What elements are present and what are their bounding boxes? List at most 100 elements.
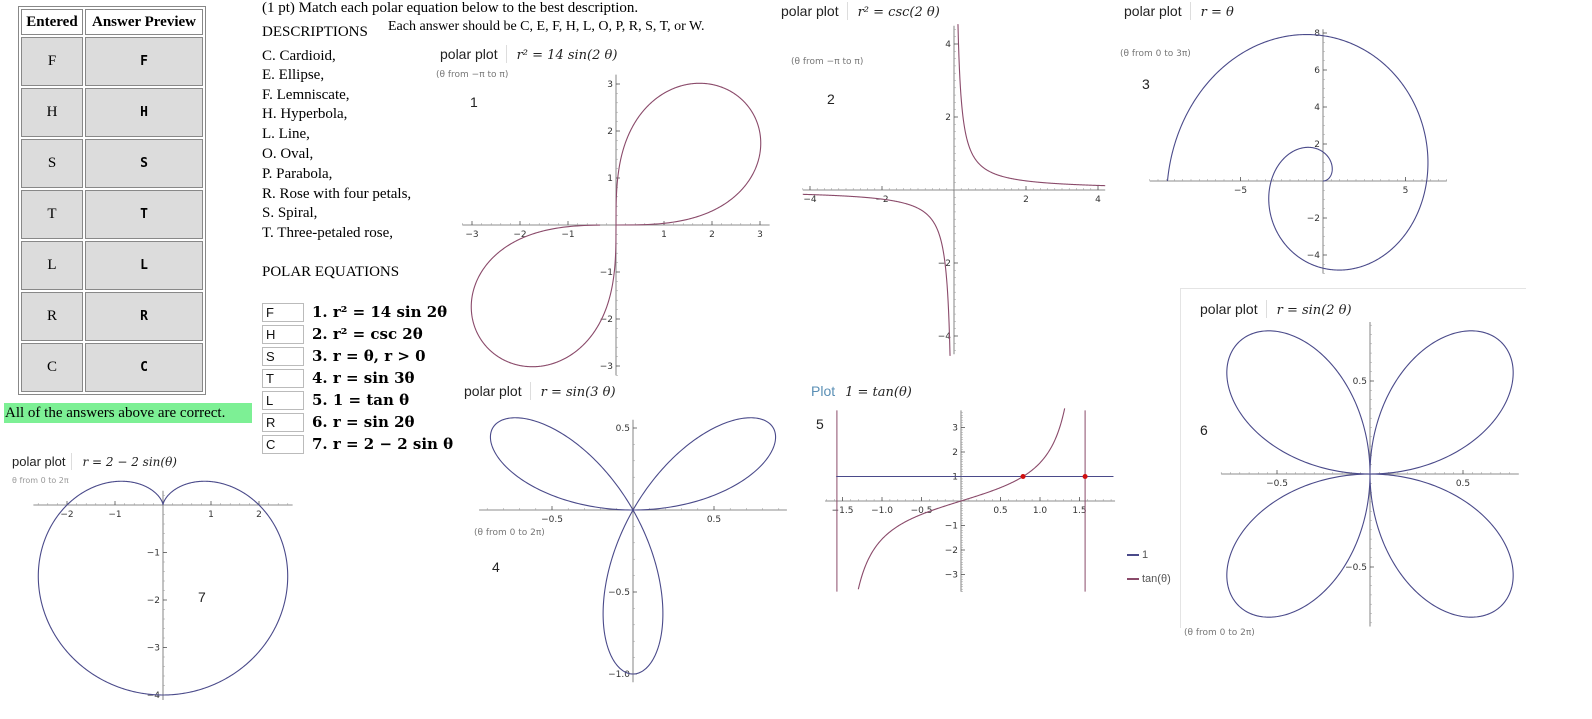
y-tick-label: −2 <box>147 596 160 606</box>
plot-tab[interactable]: polar plot <box>456 382 531 400</box>
description-item: H. Hyperbola, <box>262 106 348 122</box>
plot-tab[interactable]: polar plot <box>1116 2 1191 20</box>
x-tick-label: −1 <box>561 230 574 240</box>
x-tick-label: −2 <box>875 195 888 205</box>
correct-status-banner: All of the answers above are correct. <box>4 403 252 423</box>
plot-2-canvas: −4 −2 2 4 4 2 −2 −4 <box>802 24 1106 356</box>
x-tick-label: 0.5 <box>707 515 721 525</box>
plot-4-canvas: −0.5 0.5 0.5 −0.5 −1.0 <box>479 417 787 683</box>
x-tick-label: −3 <box>465 230 478 240</box>
answer-input-3[interactable] <box>262 347 304 366</box>
plot-formula: r = sin(2 θ) <box>1276 303 1352 318</box>
y-tick-label: 4 <box>945 40 951 50</box>
answer-input-7[interactable] <box>262 435 304 454</box>
three-petal-rose-curve <box>489 417 777 675</box>
plot-tab[interactable]: polar plot <box>6 453 73 470</box>
entered-cell: S <box>21 139 83 188</box>
answer-input-1[interactable] <box>262 303 304 322</box>
preview-cell: F <box>85 37 203 86</box>
y-tick-label: 3 <box>607 80 613 90</box>
plot-3-header: polar plot r = θ <box>1116 2 1244 24</box>
plot-number: 4 <box>492 559 500 575</box>
plot-range: (θ from 0 to 2π) <box>1184 628 1255 638</box>
tan-curve <box>857 408 1066 590</box>
plot-formula: r² = 14 sin(2 θ) <box>516 48 618 63</box>
y-tick-label: −1.0 <box>608 670 630 680</box>
legend-swatch <box>1127 578 1139 581</box>
answer-input-2[interactable] <box>262 325 304 344</box>
legend-swatch <box>1127 554 1139 557</box>
plot-1-canvas: −3 −2 −1 1 2 3 3 2 1 −1 −2 −3 <box>462 74 770 376</box>
y-tick-label: 6 <box>1314 66 1320 76</box>
legend-label: 1 <box>1142 549 1149 561</box>
y-tick-label: 2 <box>952 448 958 458</box>
y-tick-label: −1 <box>147 549 160 559</box>
y-tick-label: −2 <box>600 315 613 325</box>
y-tick-label: 3 <box>952 424 958 434</box>
plot-7-header: polar plot r = 2 − 2 sin(θ) <box>6 453 187 475</box>
x-tick-label: −1 <box>108 510 121 520</box>
description-item: C. Cardioid, <box>262 48 336 64</box>
entered-cell: T <box>21 190 83 239</box>
y-tick-label: −0.5 <box>1345 563 1367 573</box>
preview-cell: R <box>85 292 203 341</box>
equation-label: 5. 1 = tan θ <box>312 391 410 409</box>
plot-number: 7 <box>198 589 206 605</box>
x-tick-label: 1.5 <box>1072 506 1086 516</box>
y-tick-label: 1 <box>952 473 958 483</box>
plot-2-header: polar plot r² = csc(2 θ) <box>773 2 950 24</box>
plot-tab[interactable]: polar plot <box>432 45 507 63</box>
y-tick-label: −4 <box>1307 251 1321 261</box>
x-tick-label: 1.0 <box>1033 506 1048 516</box>
x-tick-label: 1 <box>661 230 667 240</box>
plot-tab[interactable]: polar plot <box>1192 300 1267 318</box>
hyperbola-branch-lower <box>802 193 951 356</box>
plot-4-header: polar plot r = sin(3 θ) <box>456 382 626 404</box>
description-item: R. Rose with four petals, <box>262 186 412 202</box>
x-tick-label: −5 <box>1234 186 1247 196</box>
header-answer-preview: Answer Preview <box>85 9 203 35</box>
plot-number: 5 <box>816 416 824 432</box>
entered-cell: R <box>21 292 83 341</box>
answer-input-6[interactable] <box>262 413 304 432</box>
x-tick-label: 2 <box>1023 195 1029 205</box>
y-tick-label: −1 <box>945 522 958 532</box>
x-tick-label: −4 <box>803 195 817 205</box>
plot-tab[interactable]: polar plot <box>773 2 848 20</box>
answer-input-5[interactable] <box>262 391 304 410</box>
y-tick-label: −2 <box>945 546 958 556</box>
plot-tab[interactable]: Plot <box>803 382 844 400</box>
answer-input-4[interactable] <box>262 369 304 388</box>
y-tick-label: 1 <box>607 174 613 184</box>
x-tick-label: −1.0 <box>871 506 893 516</box>
solution-point <box>1020 474 1026 479</box>
description-item: O. Oval, <box>262 146 314 162</box>
description-item: S. Spiral, <box>262 205 318 221</box>
y-tick-label: 8 <box>1314 29 1320 39</box>
entered-cell: C <box>21 343 83 392</box>
y-tick-label: 2 <box>607 127 613 137</box>
equation-label: 3. r = θ, r > 0 <box>312 347 426 365</box>
plot-6-frame-top <box>1180 288 1526 289</box>
y-tick-label: 0.5 <box>1353 377 1367 387</box>
plot-range: (θ from 0 to 3π) <box>1120 49 1191 59</box>
plot-formula: r = 2 − 2 sin(θ) <box>82 455 177 469</box>
descriptions-heading: DESCRIPTIONS <box>262 24 368 40</box>
description-item: P. Parabola, <box>262 166 333 182</box>
plot-6-canvas: −0.5 0.5 0.5 −0.5 <box>1220 322 1519 627</box>
plot-5-header: Plot 1 = tan(θ) <box>803 382 922 404</box>
y-tick-label: 4 <box>1314 103 1320 113</box>
legend-item: 1 <box>1127 549 1171 561</box>
entered-cell: L <box>21 241 83 290</box>
entered-cell: F <box>21 37 83 86</box>
equation-label: 7. r = 2 − 2 sin θ <box>312 435 454 453</box>
x-tick-label: −0.5 <box>911 506 933 516</box>
y-tick-label: −3 <box>945 571 958 581</box>
x-tick-label: 1 <box>208 510 214 520</box>
plot-number: 2 <box>827 91 835 107</box>
